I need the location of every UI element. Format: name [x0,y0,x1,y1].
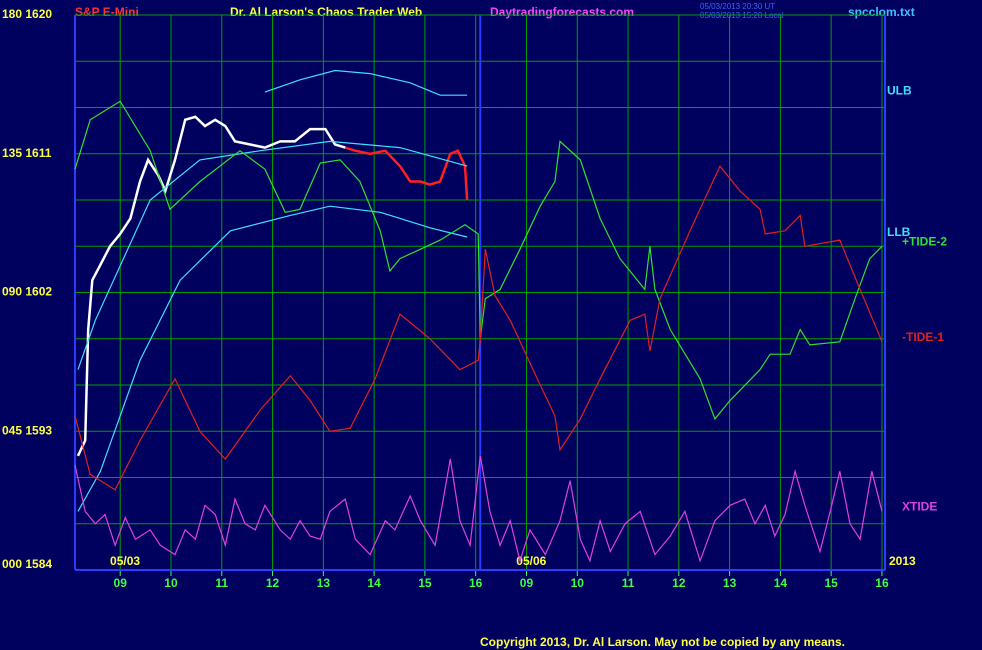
date-label: 05/06 [516,554,546,568]
time-ut: 05/03/2013 20:30 UT [700,2,775,11]
x-tick-label: 10 [571,576,585,590]
copyright: Copyright 2013, Dr. Al Larson. May not b… [480,635,845,649]
x-tick-label: 14 [774,576,788,590]
site: Daytradingforecasts.com [490,5,634,19]
y-tick-label: 180 1620 [2,7,52,21]
x-tick-label: 10 [164,576,178,590]
series-line [264,69,468,96]
x-tick-label: 15 [824,576,838,590]
series-label: +TIDE-2 [902,234,947,248]
series-label: XTIDE [902,500,937,514]
series-label: ULB [887,83,912,97]
x-tick-label: 11 [622,576,635,590]
series-line [77,205,468,512]
x-tick-label: 11 [215,576,228,590]
x-tick-label: 16 [875,576,889,590]
series-line [74,164,883,491]
file-name: spcclom.txt [848,5,915,19]
chart-title: Dr. Al Larson's Chaos Trader Web [230,5,422,19]
series-line [74,100,883,421]
y-tick-label: 000 1584 [2,557,52,571]
x-tick-label: 16 [469,576,483,590]
series-line [76,115,346,457]
x-tick-label: 15 [418,576,432,590]
series-line [344,146,469,201]
series-label: -TIDE-1 [902,330,944,344]
x-tick-label: 12 [672,576,686,590]
y-tick-label: 090 1602 [2,285,52,299]
time-local: 05/03/2013 15:20 Local [700,11,784,20]
y-tick-label: 135 1611 [2,146,52,160]
date-label: 05/03 [110,554,140,568]
x-tick-label: 09 [114,576,128,590]
x-tick-label: 13 [723,576,737,590]
series-line [74,455,883,563]
instrument: S&P E-Mini [75,5,139,19]
x-tick-label: 12 [266,576,280,590]
series-label: LLB [887,225,911,239]
x-tick-label: 13 [317,576,331,590]
series-line [77,140,468,370]
y-tick-label: 045 1593 [2,423,52,437]
x-tick-label: 14 [367,576,381,590]
year-label: 2013 [889,554,916,568]
x-tick-label: 09 [520,576,534,590]
